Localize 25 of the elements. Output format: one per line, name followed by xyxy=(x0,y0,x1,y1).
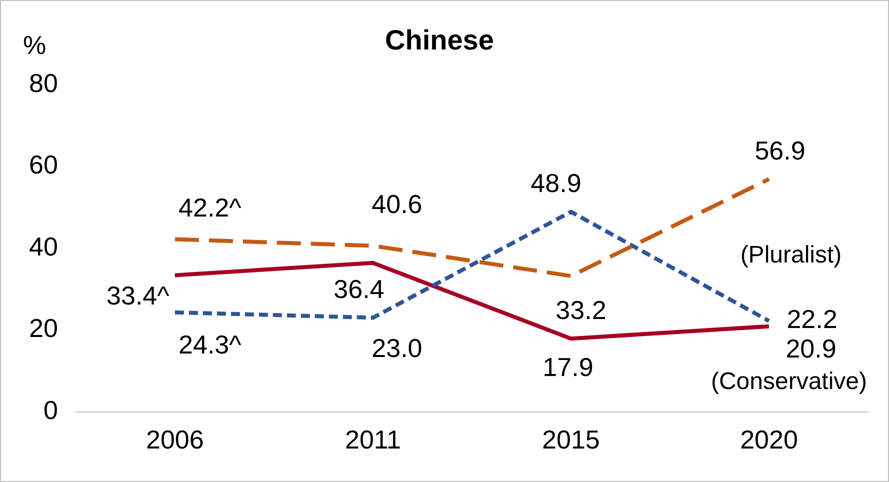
data-label: 33.2 xyxy=(556,295,606,326)
x-tick-label: 2015 xyxy=(542,424,600,455)
x-tick-label: 2020 xyxy=(740,424,798,455)
y-tick-label: 40 xyxy=(29,231,58,262)
series-label: (Conservative) xyxy=(710,368,868,395)
y-tick-label: 80 xyxy=(29,68,58,98)
data-label: 42.2^ xyxy=(178,192,242,222)
data-label: 24.3^ xyxy=(178,330,242,360)
data-label: 56.9 xyxy=(754,135,806,166)
y-tick-label: 0 xyxy=(43,394,58,425)
chart-title: Chinese xyxy=(385,24,494,56)
data-label: 33.4^ xyxy=(106,280,170,310)
y-tick-label: 60 xyxy=(29,150,58,180)
data-label: 48.9 xyxy=(530,168,582,198)
data-label: 36.4 xyxy=(334,274,384,304)
data-label: 20.9 xyxy=(786,333,836,364)
x-tick-label: 2011 xyxy=(344,424,401,455)
y-axis-title: % xyxy=(23,30,46,60)
data-label: 40.6 xyxy=(372,188,422,219)
y-tick-label: 20 xyxy=(29,313,58,344)
data-label: 23.0 xyxy=(372,332,422,363)
data-label: 17.9 xyxy=(542,352,594,382)
data-label: 22.2 xyxy=(786,304,838,334)
series-label: (Pluralist) xyxy=(740,242,842,269)
x-tick-label: 2006 xyxy=(146,424,204,455)
